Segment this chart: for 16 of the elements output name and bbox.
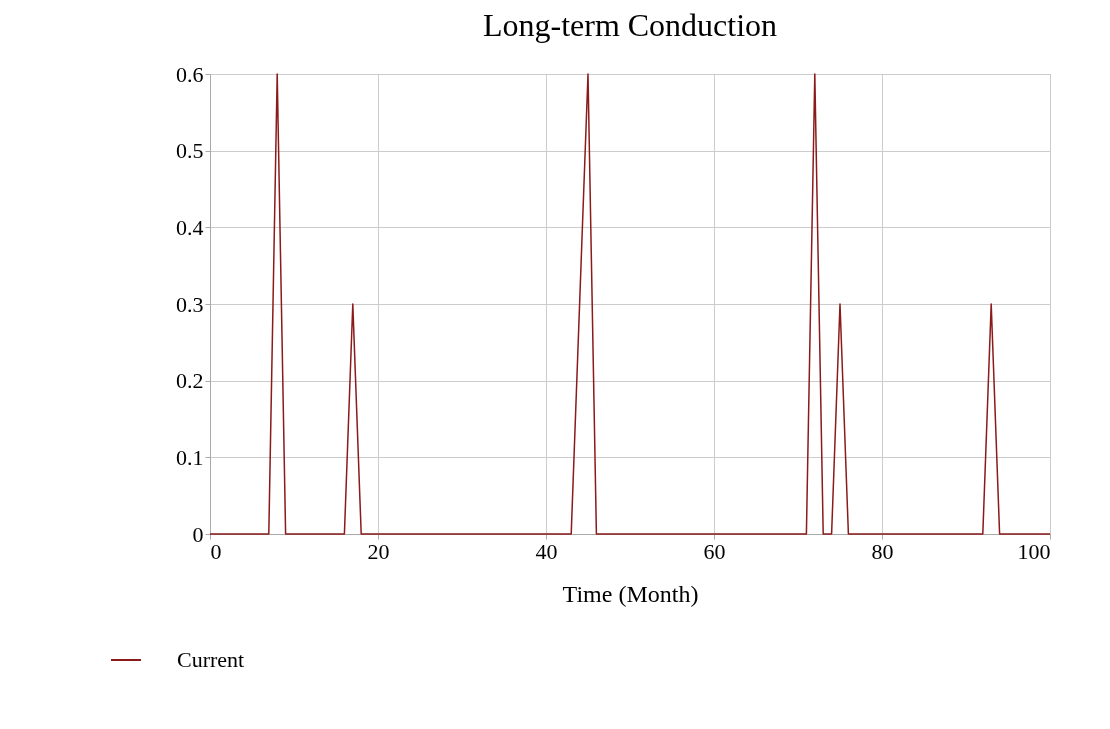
legend-label: Current <box>177 647 245 672</box>
x-tick-label: 100 <box>1017 538 1051 564</box>
x-axis-title: Time (Month) <box>562 580 699 607</box>
y-tick-label: 0.6 <box>176 61 204 87</box>
y-tick-label: 0.3 <box>176 291 204 317</box>
x-tick-label: 20 <box>367 538 390 564</box>
y-tick-label: 0.4 <box>176 214 204 240</box>
x-tick-label: 80 <box>871 538 894 564</box>
y-tick-label: 0.2 <box>176 368 204 394</box>
x-tick-label: 40 <box>535 538 558 564</box>
chart-title: Long-term Conduction <box>482 7 778 43</box>
y-tick-label: 0 <box>192 521 204 547</box>
x-tick-label: 60 <box>703 538 726 564</box>
y-tick-label: 0.5 <box>176 138 204 164</box>
x-tick-label: 0 <box>210 538 222 564</box>
y-tick-label: 0.1 <box>176 444 204 470</box>
